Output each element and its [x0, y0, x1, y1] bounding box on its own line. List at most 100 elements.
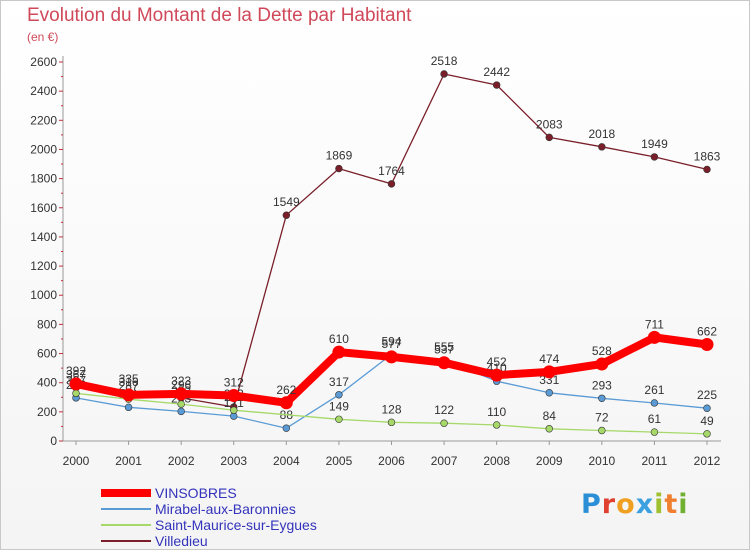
- data-label: 316: [119, 375, 139, 389]
- y-tick-label: 200: [37, 405, 57, 419]
- brand-letter: t: [664, 489, 679, 520]
- data-point: [387, 180, 396, 188]
- chart-title: Evolution du Montant de la Dette par Hab…: [27, 5, 412, 26]
- data-label: 537: [434, 343, 454, 357]
- data-label: 72: [595, 411, 609, 425]
- data-label: 2018: [588, 127, 615, 141]
- y-tick-label: 0: [50, 434, 57, 448]
- y-tick-label: 2200: [30, 113, 57, 127]
- data-point: [387, 418, 396, 427]
- series-line: [75, 392, 708, 435]
- data-label: 711: [645, 317, 664, 331]
- data-point: [703, 165, 711, 174]
- chart-subtitle: (en €): [27, 30, 59, 44]
- data-label: 1549: [273, 195, 300, 209]
- x-tick-label: 2001: [115, 454, 142, 468]
- y-tick-label: 2000: [30, 142, 57, 156]
- data-label: 61: [648, 412, 662, 426]
- legend-swatch: [101, 524, 151, 526]
- x-tick-label: 2003: [220, 454, 247, 468]
- legend-item: VINSOBRES: [101, 485, 421, 501]
- data-point: [542, 365, 556, 379]
- y-tick-label: 400: [37, 376, 57, 390]
- data-label: 2518: [431, 54, 458, 68]
- x-tick-label: 2006: [378, 454, 405, 468]
- y-tick-label: 1800: [30, 172, 57, 186]
- legend-swatch: [101, 489, 151, 497]
- data-point: [492, 81, 501, 89]
- data-label: 122: [434, 403, 454, 417]
- y-tick-label: 1600: [30, 201, 57, 215]
- data-point: [650, 428, 659, 436]
- data-point: [122, 388, 136, 402]
- data-label: 293: [592, 378, 612, 392]
- data-label: 610: [329, 332, 349, 346]
- data-label: 577: [381, 337, 401, 351]
- data-point: [440, 419, 448, 427]
- x-tick-label: 2010: [588, 454, 615, 468]
- y-tick-label: 2600: [30, 55, 57, 69]
- y-tick-label: 1000: [30, 288, 57, 302]
- legend-item: Saint-Maurice-sur-Eygues: [101, 517, 421, 533]
- data-label: 296: [171, 378, 191, 392]
- data-point: [490, 368, 504, 382]
- data-label: 128: [381, 402, 401, 416]
- data-label: 2083: [536, 117, 563, 131]
- data-label: 452: [487, 355, 507, 369]
- data-point: [227, 389, 241, 403]
- legend-label: Mirabel-aux-Baronnies: [155, 501, 296, 517]
- y-tick-label: 800: [37, 317, 57, 331]
- data-label: 225: [697, 388, 717, 402]
- data-point: [335, 415, 343, 423]
- data-point: [124, 403, 133, 412]
- data-label: 474: [539, 352, 559, 366]
- data-point: [545, 133, 553, 142]
- data-point: [69, 377, 83, 391]
- data-label: 367: [66, 368, 86, 382]
- x-tick-label: 2007: [431, 454, 458, 468]
- data-label: 2442: [483, 65, 510, 79]
- data-label: 555: [434, 340, 454, 354]
- chart-legend: VINSOBRES Mirabel-aux-Baronnies Saint-Ma…: [101, 485, 421, 549]
- data-point: [595, 357, 609, 371]
- legend-label: VINSOBRES: [155, 485, 237, 501]
- data-point: [335, 391, 343, 399]
- legend-swatch: [101, 508, 151, 510]
- brand-letter: i: [654, 489, 665, 520]
- x-tick-label: 2012: [694, 454, 721, 468]
- data-point: [703, 430, 711, 438]
- x-tick-label: 2008: [483, 454, 510, 468]
- data-point: [177, 407, 185, 416]
- x-tick-label: 2009: [536, 454, 563, 468]
- data-point: [598, 143, 606, 151]
- legend-item: Mirabel-aux-Baronnies: [101, 501, 421, 517]
- data-point: [282, 424, 291, 432]
- brand-letter: o: [616, 489, 636, 520]
- data-point: [700, 338, 714, 352]
- data-point: [647, 330, 661, 344]
- data-point: [279, 396, 293, 410]
- x-tick-label: 2000: [63, 454, 90, 468]
- brand-logo: Proxiti: [581, 489, 689, 520]
- data-point: [440, 70, 448, 78]
- data-point: [437, 356, 451, 370]
- data-point: [492, 421, 501, 429]
- x-tick-label: 2002: [168, 454, 195, 468]
- data-point: [332, 345, 346, 359]
- data-point: [335, 164, 343, 173]
- data-label: 262: [276, 383, 296, 397]
- data-label: 335: [119, 372, 139, 386]
- data-point: [650, 399, 659, 407]
- data-label: 594: [381, 334, 401, 348]
- legend-item: Villedieu: [101, 533, 421, 549]
- data-label: 312: [224, 376, 244, 390]
- data-label: 392: [66, 364, 86, 378]
- data-label: 528: [592, 344, 612, 358]
- data-point: [177, 400, 185, 408]
- y-tick-label: 600: [37, 347, 57, 361]
- brand-letter: i: [678, 489, 689, 520]
- brand-letter: r: [601, 489, 617, 520]
- data-point: [598, 394, 606, 402]
